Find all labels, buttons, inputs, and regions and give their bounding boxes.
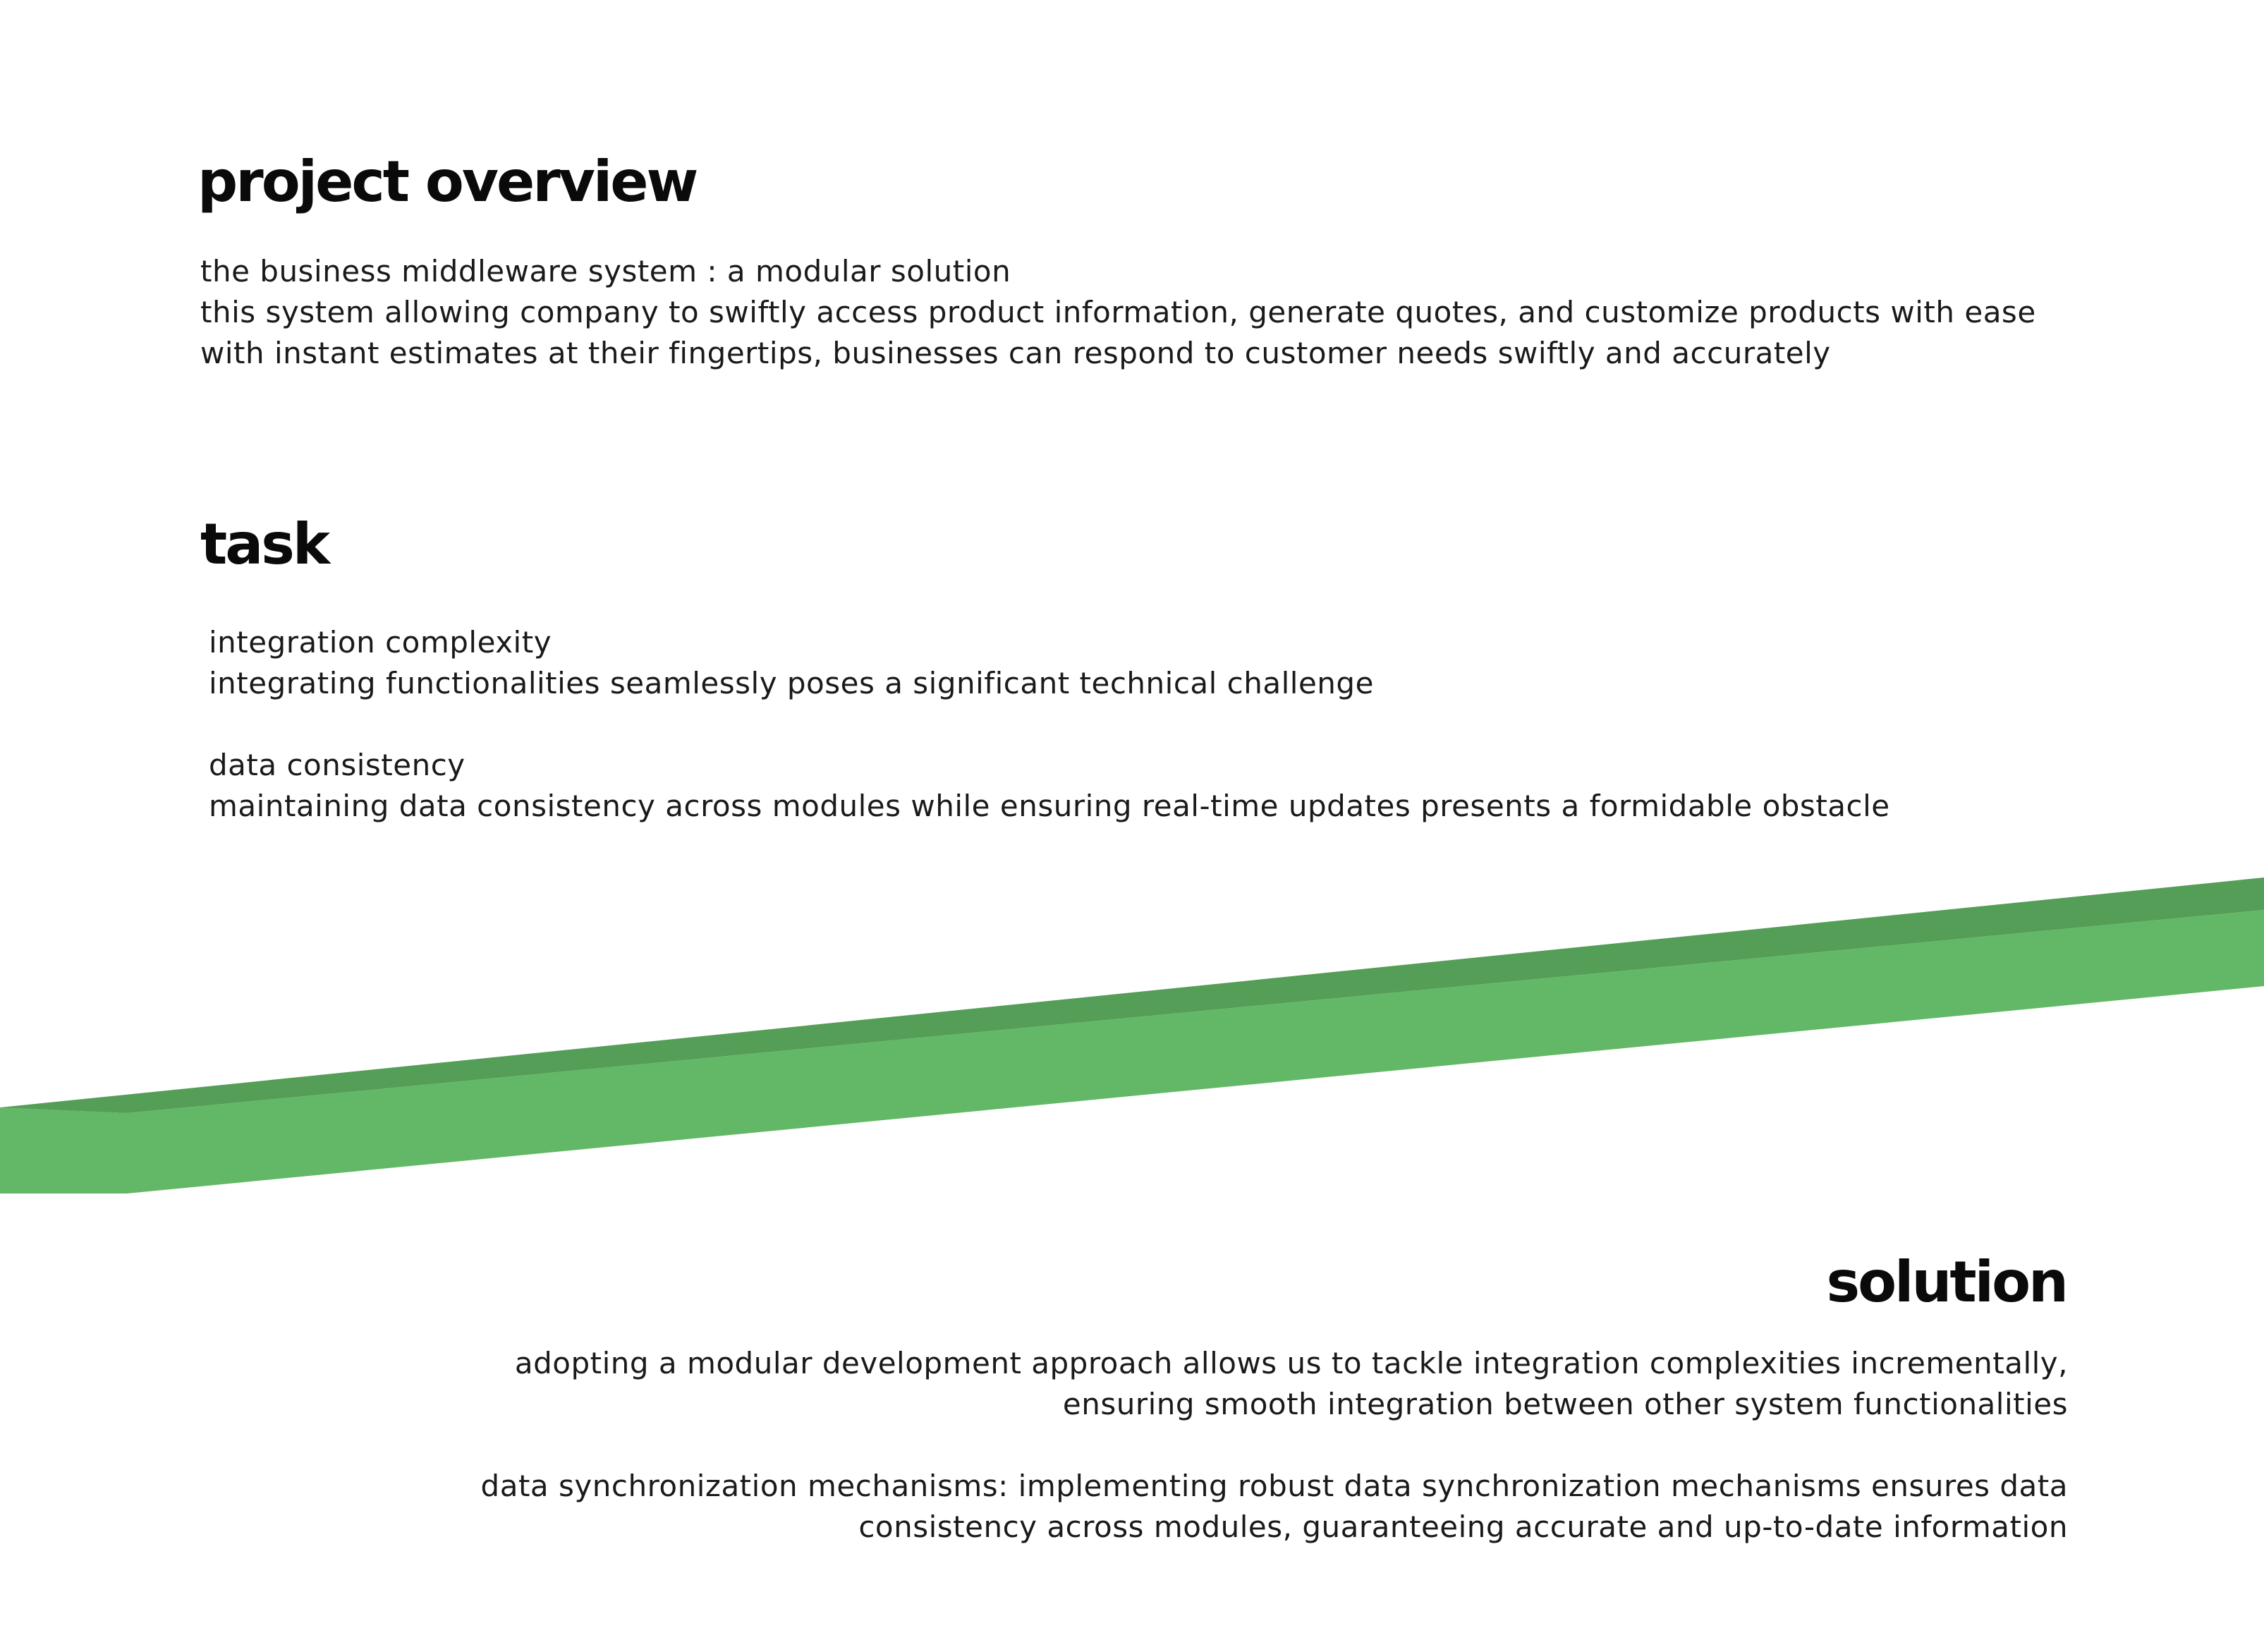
solution-line: adopting a modular development approach …: [514, 1346, 2068, 1380]
solution-block: adopting a modular development approach …: [515, 1343, 2068, 1425]
task-block-text: integrating functionalities seamlessly p…: [209, 666, 1374, 700]
solution-line: ensuring smooth integration between othe…: [1062, 1387, 2068, 1421]
overview-line: the business middleware system : a modul…: [200, 254, 1011, 289]
green-band-end-face: [0, 1107, 127, 1194]
overview-line: with instant estimates at their fingerti…: [200, 336, 1831, 370]
task-title: task: [200, 511, 330, 577]
green-band-front-face: [0, 910, 2264, 1194]
task-block: integration complexity integrating funct…: [209, 622, 1374, 704]
green-band-top-face: [0, 877, 2264, 1113]
overview-title: project overview: [197, 149, 698, 214]
overview-line: this system allowing company to swiftly …: [200, 295, 2036, 329]
task-block-heading: data consistency: [209, 748, 465, 782]
solution-line: consistency across modules, guaranteeing…: [858, 1510, 2068, 1544]
solution-block: data synchronization mechanisms: impleme…: [481, 1466, 2068, 1548]
solution-line: data synchronization mechanisms: impleme…: [480, 1469, 2068, 1503]
task-block: data consistency maintaining data consis…: [209, 745, 1890, 827]
task-block-heading: integration complexity: [209, 625, 552, 660]
solution-title: solution: [1826, 1249, 2069, 1315]
task-block-text: maintaining data consistency across modu…: [209, 789, 1890, 823]
overview-text: the business middleware system : a modul…: [200, 251, 2036, 374]
